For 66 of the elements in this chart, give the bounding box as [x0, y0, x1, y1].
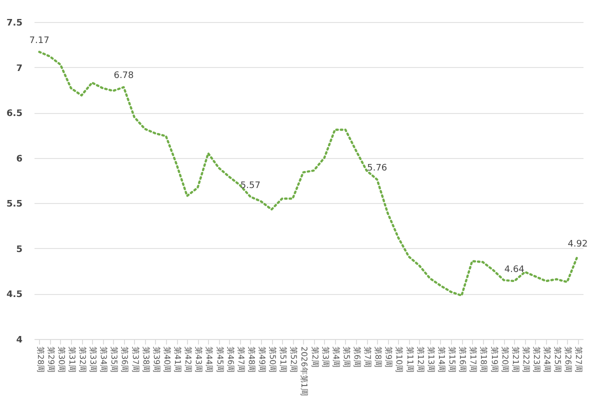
x-tick-label: 第15周 [448, 346, 457, 373]
data-label: 7.17 [29, 36, 50, 46]
x-tick-label: 第46周 [226, 346, 235, 373]
y-tick-label: 5.5 [6, 200, 22, 210]
x-tick-label: 第48周 [246, 346, 256, 373]
x-tick-label: 第45周 [215, 346, 224, 373]
x-tick-label: 第32周 [78, 346, 88, 373]
x-tick-label: 第36周 [120, 346, 130, 373]
data-label: 6.78 [114, 71, 134, 82]
x-tick-label: 第51周 [278, 346, 288, 373]
x-tick-label: 第42周 [184, 346, 193, 373]
y-tick-label: 7 [16, 64, 22, 74]
y-tick-label: 4.5 [6, 290, 22, 300]
x-tick-label: 第24周 [542, 346, 552, 373]
x-tick-label: 第28周 [36, 346, 45, 373]
x-tick-label: 第3周 [320, 346, 330, 368]
x-tick-label: 第12周 [416, 346, 425, 373]
x-tick-label: 第52周 [289, 346, 298, 373]
x-tick-label: 第4周 [331, 346, 340, 368]
x-tick-label: 第33周 [88, 346, 98, 373]
x-tick-label: 第17周 [468, 346, 478, 373]
x-tick-label: 第9周 [384, 346, 394, 368]
x-tick-label: 第30周 [56, 346, 66, 373]
data-label: 5.76 [367, 164, 388, 174]
x-tick-label: 2026年第1周 [300, 346, 309, 396]
x-tick-label: 第43周 [194, 346, 204, 373]
x-tick-label: 第49周 [257, 346, 266, 373]
x-tick-label: 第27周 [574, 346, 584, 373]
x-tick-label: 第19周 [490, 346, 499, 373]
x-tick-label: 第23周 [532, 346, 541, 373]
y-tick-label: 7.5 [6, 18, 22, 28]
x-tick-label: 第16周 [458, 346, 468, 373]
x-tick-label: 第10周 [394, 346, 404, 373]
x-tick-label: 第34周 [99, 346, 108, 373]
x-tick-label: 第14周 [436, 346, 446, 373]
x-tick-label: 第37周 [130, 346, 140, 373]
x-tick-label: 第2周 [310, 346, 320, 368]
x-tick-label: 第26周 [564, 346, 573, 373]
x-tick-label: 第7周 [363, 346, 372, 368]
y-tick-label: 6 [16, 154, 22, 164]
x-tick-label: 第25周 [553, 346, 562, 373]
x-tick-label: 第35周 [110, 346, 119, 373]
x-tick-label: 第22周 [521, 346, 530, 373]
x-tick-label: 第20周 [500, 346, 510, 373]
x-tick-label: 第11周 [405, 346, 414, 373]
x-tick-label: 第18周 [479, 346, 488, 373]
x-tick-label: 第38周 [141, 346, 150, 373]
x-tick-label: 第13周 [426, 346, 436, 373]
x-tick-label: 第6周 [352, 346, 362, 368]
x-tick-label: 第50周 [268, 346, 278, 373]
x-tick-label: 第8周 [374, 346, 383, 368]
data-label: 4.64 [504, 265, 525, 276]
x-tick-label: 第31周 [67, 346, 76, 373]
x-tick-label: 第40周 [162, 346, 172, 373]
y-tick-label: 6.5 [6, 109, 22, 120]
y-tick-label: 5 [16, 244, 22, 255]
x-tick-label: 第44周 [204, 346, 214, 373]
x-tick-label: 第5周 [342, 346, 351, 368]
x-tick-label: 第41周 [173, 346, 182, 373]
x-tick-label: 第47周 [236, 346, 246, 373]
x-tick-label: 第29周 [46, 346, 56, 373]
x-tick-label: 第21周 [510, 346, 520, 373]
data-label: 4.92 [568, 240, 588, 250]
x-tick-label: 第39周 [152, 346, 161, 373]
data-label: 5.57 [240, 180, 260, 191]
y-tick-label: 4 [16, 336, 22, 346]
